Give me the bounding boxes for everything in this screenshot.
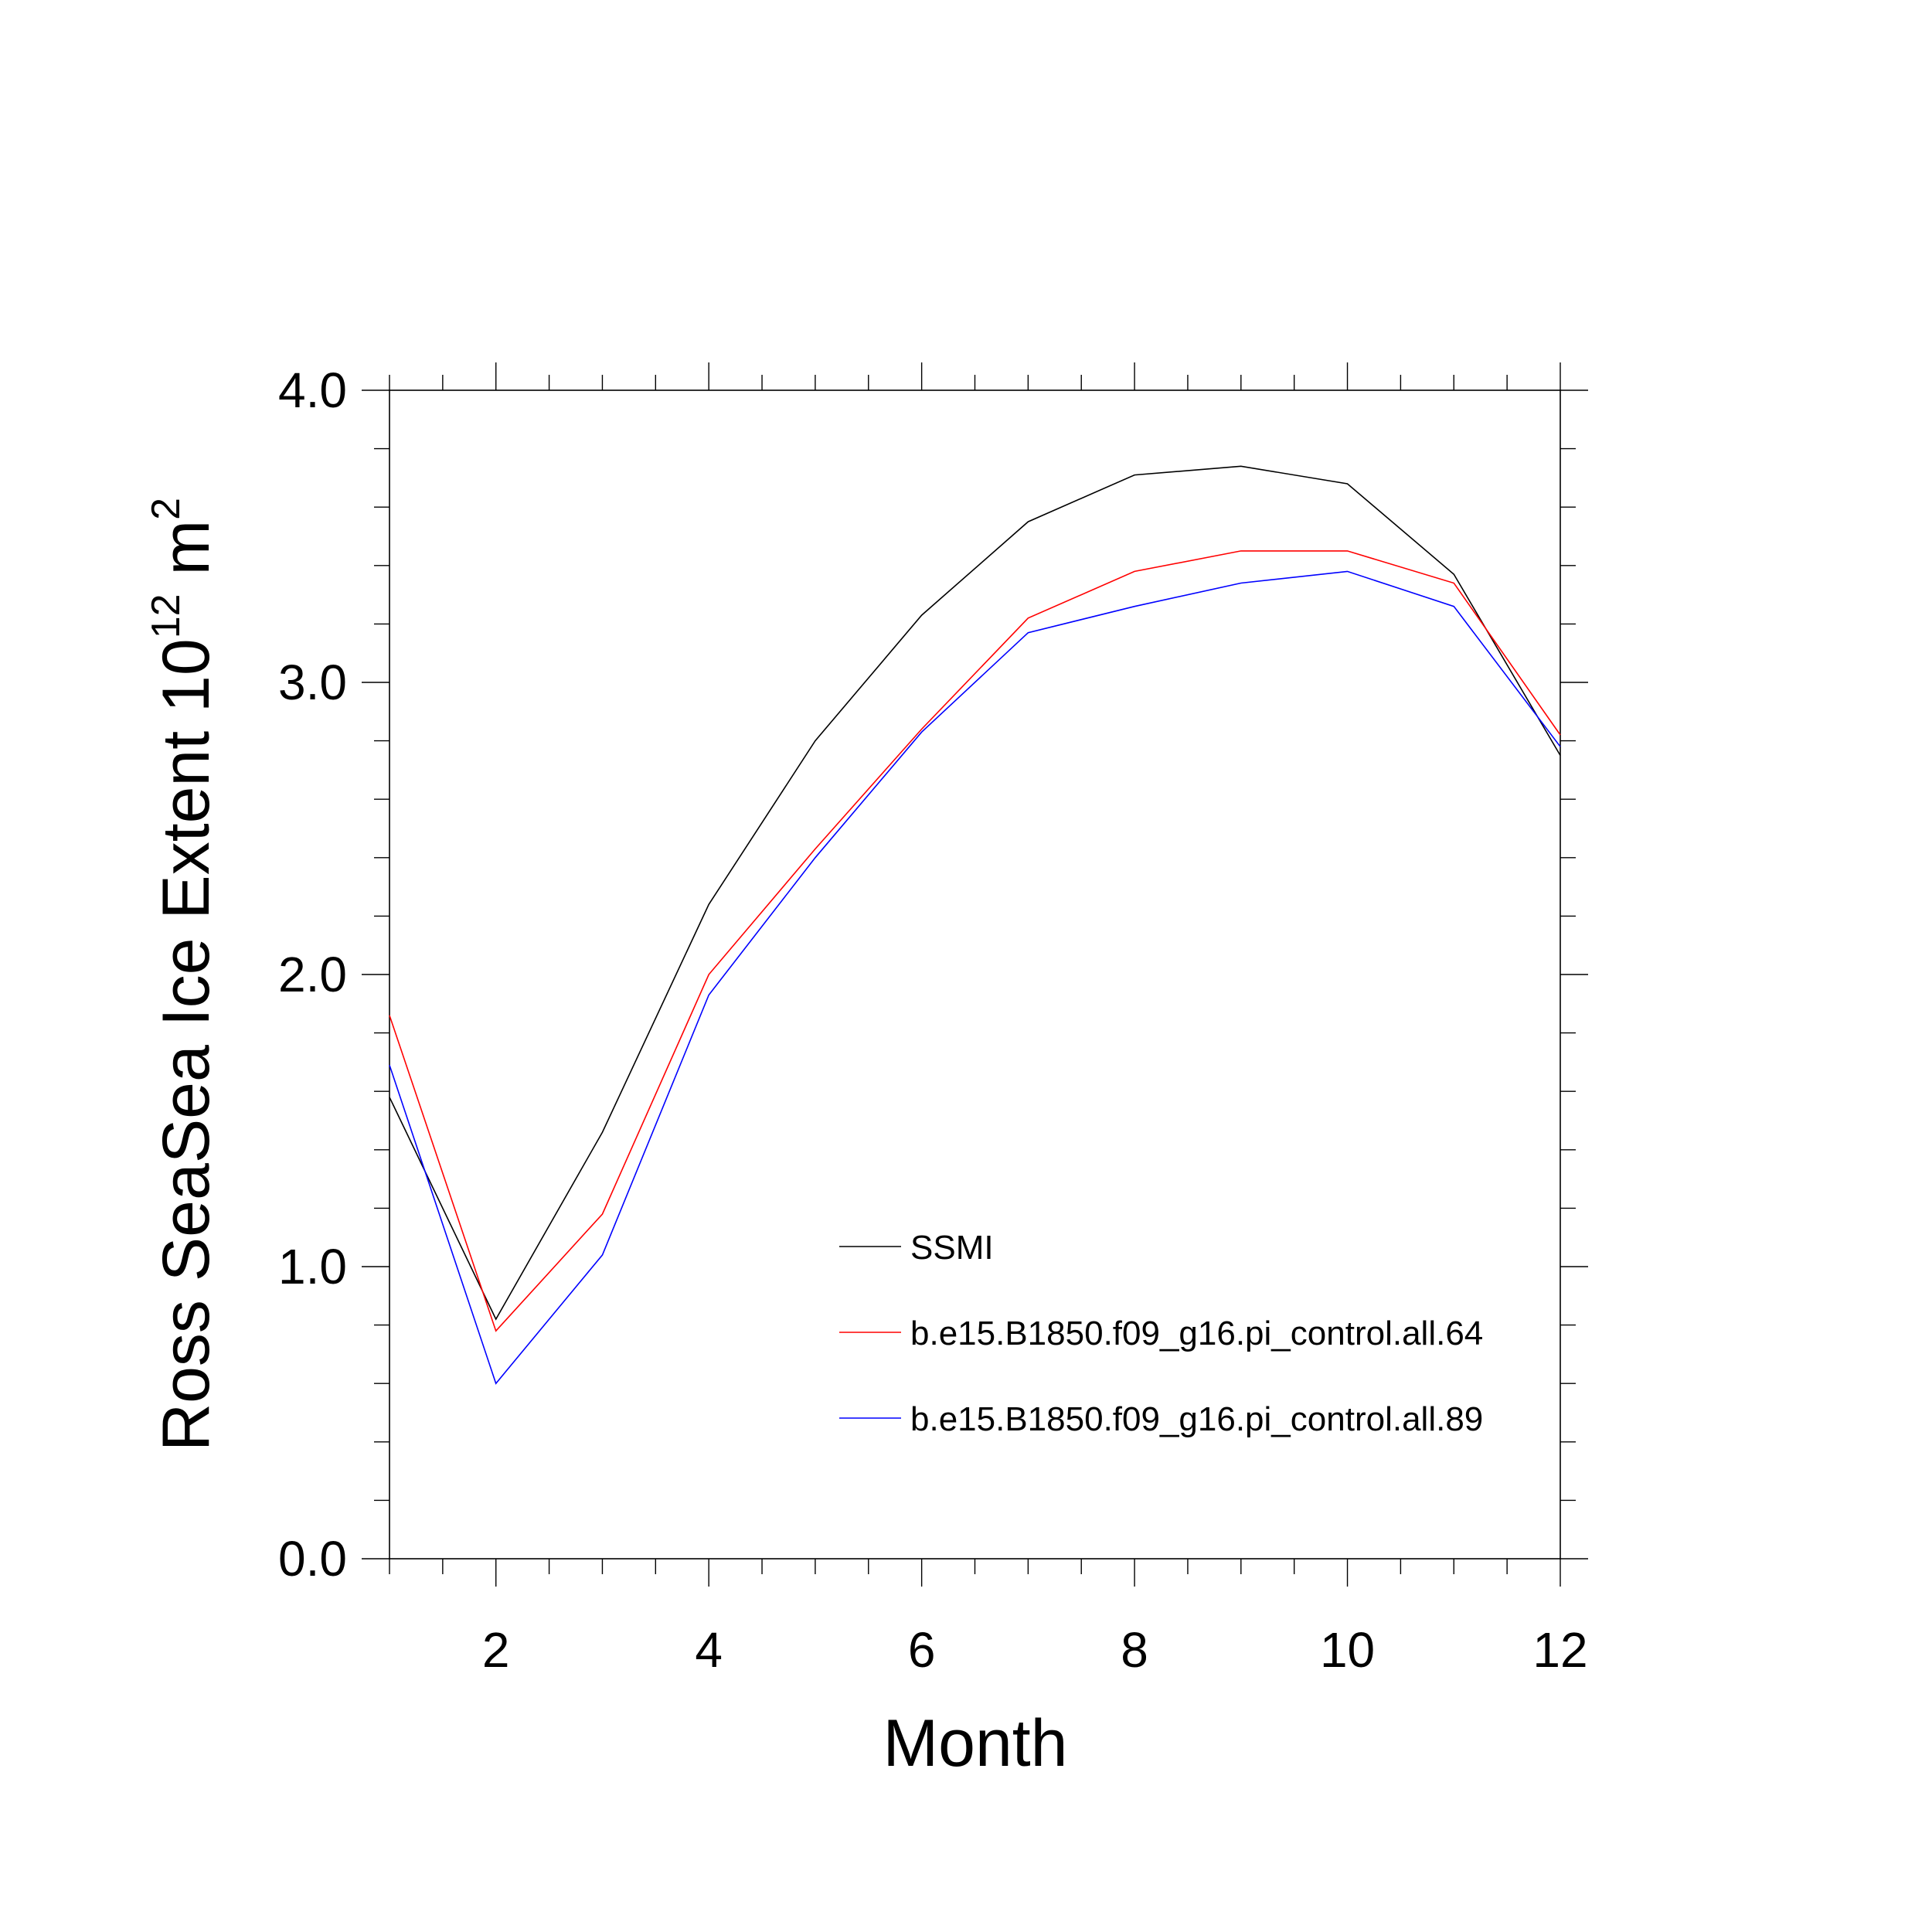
legend: SSMI b.e15.B1850.f09_g16.pi_control.all.6… bbox=[839, 1229, 1483, 1438]
plot-frame bbox=[389, 389, 1561, 1560]
y-axis-title-unit-exponent: 2 bbox=[144, 498, 189, 520]
tick-labels: 2 4 6 8 10 12 0.0 1.0 2.0 3.0 4.0 bbox=[278, 362, 1588, 1678]
x-tick-label: 6 bbox=[908, 1622, 936, 1678]
y-tick-label: 1.0 bbox=[278, 1239, 347, 1294]
y-axis-title-exponent: 12 bbox=[144, 594, 189, 638]
x-tick-label: 8 bbox=[1121, 1622, 1148, 1678]
y-axis-title-unit: m bbox=[149, 520, 223, 594]
series-line-3 bbox=[389, 570, 1561, 1385]
y-axis-title-text: Ross SeaSea Ice Extent 10 bbox=[149, 638, 223, 1451]
y-tick-label: 3.0 bbox=[278, 655, 347, 710]
x-tick-label: 12 bbox=[1532, 1622, 1587, 1678]
series-line-1 bbox=[389, 465, 1561, 1321]
y-tick-label: 2.0 bbox=[278, 947, 347, 1002]
legend-label: SSMI bbox=[910, 1229, 994, 1267]
x-tick-label: 4 bbox=[695, 1622, 723, 1678]
legend-label: b.e15.B1850.f09_g16.pi_control.all.89 bbox=[910, 1400, 1483, 1438]
x-axis-title: Month bbox=[883, 1706, 1067, 1781]
x-tick-label: 2 bbox=[482, 1622, 510, 1678]
x-tick-label: 10 bbox=[1320, 1622, 1375, 1678]
series-lines bbox=[389, 465, 1561, 1385]
y-tick-label: 4.0 bbox=[278, 362, 347, 418]
axis-ticks bbox=[362, 362, 1588, 1587]
legend-label: b.e15.B1850.f09_g16.pi_control.all.64 bbox=[910, 1315, 1483, 1352]
y-tick-label: 0.0 bbox=[278, 1531, 347, 1587]
series-line-2 bbox=[389, 550, 1561, 1332]
y-axis-title: Ross SeaSea Ice Extent 1012 m2 bbox=[144, 498, 223, 1451]
